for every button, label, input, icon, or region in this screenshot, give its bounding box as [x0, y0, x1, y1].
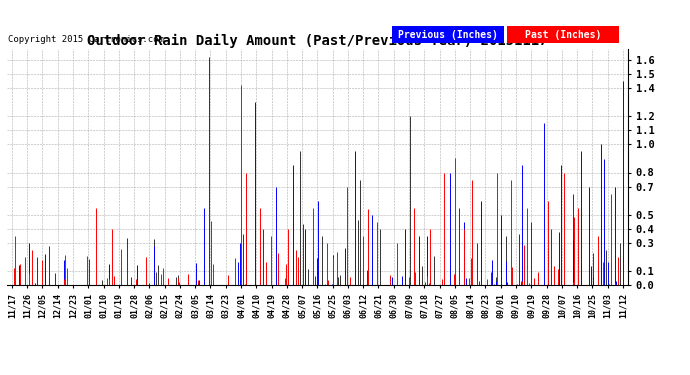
FancyBboxPatch shape — [392, 26, 504, 43]
Text: Past (Inches): Past (Inches) — [524, 30, 601, 40]
Text: Copyright 2015 Cartronics.com: Copyright 2015 Cartronics.com — [8, 35, 164, 44]
Text: Previous (Inches): Previous (Inches) — [398, 30, 497, 40]
FancyBboxPatch shape — [506, 26, 618, 43]
Title: Outdoor Rain Daily Amount (Past/Previous Year) 20151117: Outdoor Rain Daily Amount (Past/Previous… — [87, 33, 548, 48]
